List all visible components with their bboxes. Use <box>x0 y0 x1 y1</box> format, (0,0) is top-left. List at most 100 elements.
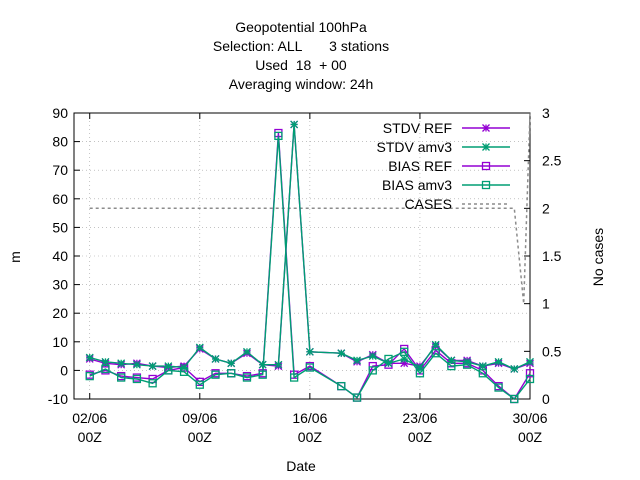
y-tick-label: 60 <box>52 191 68 207</box>
data-point <box>305 363 315 372</box>
data-point <box>478 369 487 378</box>
series-stdv-ref <box>85 120 534 373</box>
y-tick-label: -10 <box>48 391 68 407</box>
data-point <box>510 365 519 373</box>
data-point <box>337 349 346 358</box>
data-point <box>274 131 283 141</box>
y-tick-label: 10 <box>52 334 68 350</box>
data-point <box>447 361 456 371</box>
legend-label: BIAS REF <box>388 158 452 174</box>
data-point <box>179 367 189 376</box>
y2-tick-label: 0.5 <box>542 343 562 359</box>
data-point <box>494 357 503 366</box>
y2-tick-label: 0 <box>542 391 550 407</box>
data-point <box>289 373 299 382</box>
data-point <box>462 360 472 369</box>
x-tick-label: 02/06 <box>72 410 107 426</box>
data-point <box>227 369 236 378</box>
data-point <box>101 357 110 366</box>
data-point <box>431 340 440 349</box>
x-tick-label: 23/06 <box>402 410 437 426</box>
y2-tick-label: 1 <box>542 296 550 312</box>
data-point <box>180 363 189 372</box>
series-stdv-amv3 <box>85 120 534 373</box>
legend-marker <box>482 143 490 151</box>
x-tick-label: 16/06 <box>292 410 327 426</box>
y-tick-label: 70 <box>52 162 68 178</box>
x-tick-label: 09/06 <box>182 410 217 426</box>
legend-marker <box>481 180 491 190</box>
series-bias-amv3 <box>85 131 535 404</box>
data-point <box>117 359 126 368</box>
series-line <box>89 112 531 304</box>
data-point <box>368 352 377 361</box>
data-point <box>290 120 299 129</box>
legend-marker <box>482 124 490 132</box>
series-line <box>89 135 531 400</box>
data-point <box>352 393 362 402</box>
data-point <box>148 362 157 371</box>
data-point <box>525 374 535 384</box>
y-axis-label: m <box>7 251 23 263</box>
x-tick-label: 00Z <box>78 429 103 445</box>
chart-title-line: Averaging window: 24h <box>229 76 374 92</box>
data-point <box>101 364 110 374</box>
data-point <box>368 366 377 375</box>
y-tick-label: 30 <box>52 277 68 293</box>
data-point <box>243 347 251 356</box>
legend: STDV REF STDV amv3 BIAS REF BIAS amv3 CASES <box>377 120 510 212</box>
y-tick-label: 80 <box>52 134 68 150</box>
series-cases <box>89 112 531 304</box>
x-tick-label: 00Z <box>408 429 433 445</box>
data-point <box>353 356 361 365</box>
axes: -10 0 10 20 30 40 50 60 70 80 90 0 0.5 1 1.5 2 2.5 3 02/06… <box>48 105 562 445</box>
data-point <box>526 357 534 366</box>
x-tick-label: 30/06 <box>512 410 547 426</box>
data-point <box>274 360 283 369</box>
data-point <box>510 394 519 404</box>
legend-label: STDV amv3 <box>377 139 453 155</box>
data-point <box>211 370 220 379</box>
grid-lines <box>74 113 530 399</box>
data-point <box>132 374 142 384</box>
x-tick-label: 00Z <box>298 429 323 445</box>
y-tick-label: 0 <box>60 362 68 378</box>
chart-title-line: Used 18 + 00 <box>255 57 347 73</box>
y2-tick-label: 1.5 <box>542 248 562 264</box>
legend-marker <box>481 161 491 171</box>
y2-axis-label: No cases <box>590 228 606 286</box>
data-point <box>494 383 503 392</box>
data-point <box>400 347 409 356</box>
chart-title-line: Geopotential 100hPa <box>235 19 367 35</box>
data-point <box>227 359 236 368</box>
data-point <box>400 355 409 363</box>
chart-title-line: Selection: ALL 3 stations <box>213 38 389 54</box>
y-tick-label: 90 <box>52 105 68 121</box>
legend-label: BIAS amv3 <box>382 177 452 193</box>
chart-title: Geopotential 100hPa Selection: ALL 3 sta… <box>213 19 389 92</box>
data-point <box>431 349 440 358</box>
series-line <box>89 124 531 370</box>
y-tick-label: 40 <box>52 248 68 264</box>
x-tick-label: 00Z <box>518 429 543 445</box>
data-point <box>164 366 173 375</box>
y-tick-label: 20 <box>52 305 68 321</box>
data-point <box>117 373 126 382</box>
data-point <box>384 354 393 364</box>
data-point <box>195 380 204 389</box>
y2-tick-label: 2 <box>542 200 550 216</box>
data-point <box>305 347 314 356</box>
data-point <box>85 353 94 362</box>
data-point <box>258 370 267 379</box>
series-layer <box>85 112 535 404</box>
x-axis-label: Date <box>286 458 316 474</box>
data-point <box>132 360 141 369</box>
y2-tick-label: 2.5 <box>542 153 562 169</box>
data-point <box>164 362 173 371</box>
y-tick-label: 50 <box>52 219 68 235</box>
series-line <box>89 132 531 401</box>
data-point <box>242 373 252 382</box>
y2-tick-label: 3 <box>542 105 550 121</box>
data-point <box>195 343 204 352</box>
